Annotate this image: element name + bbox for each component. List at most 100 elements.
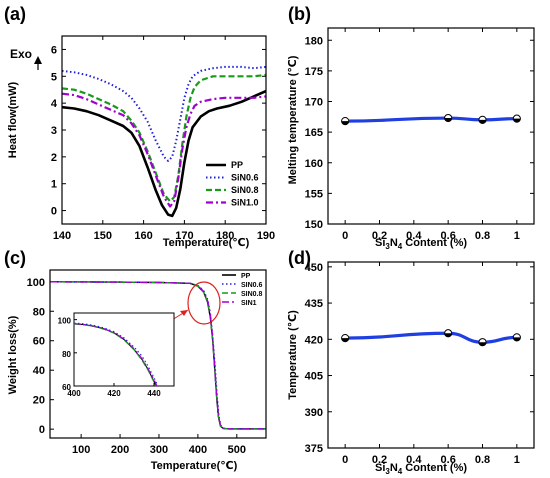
panel-a-frame [61, 35, 267, 225]
panel-d-xtick-label: 0 [342, 454, 348, 466]
panel-a-xtick-label: 150 [94, 230, 112, 242]
panel-a-ytick-label: 1 [51, 179, 57, 191]
panel-c-xtick-label: 200 [111, 444, 129, 456]
panel-c-inset: 400 420 440 60 80 100 [58, 312, 175, 398]
panel-a-xtick-label: 140 [53, 230, 71, 242]
panel-c-inset-series-1 [74, 322, 159, 386]
panel-c-inset-ytick-label: 60 [62, 383, 71, 392]
panel-b-lines [341, 113, 521, 126]
panel-b-xtick-label: 0.4 [406, 230, 422, 242]
panel-d-point-fill [341, 338, 349, 342]
panel-b-point-fill [478, 119, 487, 124]
panel-c-legend-label: SIN0.6 [241, 282, 263, 289]
panel-d-series-line [345, 331, 517, 344]
panel-c-xlabel: Temperature(℃) [151, 460, 238, 472]
panel-c-inset-ytick-label: 100 [58, 317, 72, 326]
panel-d-xtick-label: 0.2 [372, 454, 387, 466]
panel-a-xtick-label: 180 [216, 230, 234, 242]
panel-b-xtick-label: 1 [514, 230, 520, 242]
panel-d-ytick-label: 375 [305, 443, 323, 455]
panel-d-label: (d) [288, 248, 311, 268]
panel-b-ytick-label: 175 [305, 66, 323, 78]
panel-c-ytick-label: 100 [27, 277, 45, 289]
panel-d-point-fill [478, 342, 487, 346]
panel-b-point-fill [444, 118, 452, 122]
panel-c-ytick-label: 80 [33, 306, 45, 318]
panel-c-zoom-arrowhead [180, 310, 188, 316]
panel-c-ylabel: Weight loss(%) [7, 315, 19, 394]
panel-b-ytick-label: 155 [305, 188, 323, 200]
panel-c-inset-xtick-label: 400 [67, 389, 81, 398]
panel-c-ytick-label: 60 [33, 336, 45, 348]
panel-b-ytick-label: 170 [305, 97, 323, 109]
panel-d-point-fill [444, 333, 452, 337]
panel-c-xtick-label: 400 [189, 444, 207, 456]
panel-a-ytick-label: 3 [51, 125, 57, 137]
panel-a-exo-arrowhead [34, 56, 42, 64]
panel-d-xtick-label: 0.8 [475, 454, 490, 466]
panel-a-xtick-label: 160 [134, 230, 152, 242]
panel-b: (b) Si3N4 Content (%) Melting temperatur… [287, 4, 535, 251]
panel-d: (d) Si3N4 Content (%) Temperature (℃) 0 0… [287, 248, 535, 476]
panel-c-lines [50, 281, 266, 430]
panel-a-xtick-label: 190 [257, 230, 275, 242]
panel-b-ytick-label: 150 [305, 219, 323, 231]
panel-b-xtick-label: 0.6 [441, 230, 456, 242]
panel-d-ytick-label: 435 [305, 298, 323, 310]
panel-b-ytick-label: 160 [305, 158, 323, 170]
panel-a-series-1 [62, 65, 266, 162]
panel-a-ylabel: Heat flow(mW) [7, 81, 19, 158]
panel-a-legend-label: SiN0.6 [231, 173, 259, 183]
panel-c-inset-xtick-label: 440 [147, 389, 161, 398]
panel-c-legend-label: PP [241, 273, 251, 280]
panel-c-inset-series-2 [74, 323, 157, 386]
panel-a-ytick-label: 6 [51, 44, 57, 56]
panel-c-series-2 [50, 281, 266, 430]
panel-c-label: (c) [4, 248, 26, 268]
panel-b-ytick-label: 180 [305, 35, 323, 47]
panel-a-ytick-label: 5 [51, 71, 57, 83]
panel-b-point-fill [513, 118, 521, 123]
panel-d-xtick-label: 0.6 [441, 454, 456, 466]
panel-b-ylabel: Melting temperature (℃) [287, 55, 299, 184]
panel-d-point-fill [513, 337, 521, 341]
panel-c-inset-ytick-label: 80 [62, 350, 71, 359]
panel-b-frame [327, 27, 535, 225]
panel-d-ticks: 0 0.2 0.4 0.6 0.8 1 375 390 405 420 435 450 [305, 262, 534, 466]
panel-a-ytick-label: 2 [51, 152, 57, 164]
panel-a-legend-label: SiN1.0 [231, 198, 259, 208]
panel-c-ytick-label: 0 [39, 424, 45, 436]
panel-c-ytick-label: 20 [33, 395, 45, 407]
panel-d-frame [327, 261, 535, 449]
panel-d-ytick-label: 420 [305, 334, 323, 346]
panel-a-label: (a) [4, 4, 26, 24]
panel-a-series-0 [62, 89, 266, 218]
panel-d-xtick-label: 0.4 [406, 454, 422, 466]
panel-d-xtick-label: 1 [514, 454, 520, 466]
panel-b-xtick-label: 0.8 [475, 230, 490, 242]
panel-c-xtick-label: 500 [228, 444, 246, 456]
panel-d-xlabel: Si3N4 Content (%) [375, 462, 467, 476]
panel-c-xtick-label: 300 [150, 444, 168, 456]
panel-b-xtick-label: 0 [342, 230, 348, 242]
panel-a-legend: PP SiN0.6 SiN0.8 SiN1.0 [206, 160, 259, 208]
panel-d-lines [341, 329, 521, 347]
panel-b-xtick-label: 0.2 [372, 230, 387, 242]
panel-a-exo-annotation: Exo [10, 47, 32, 61]
panel-a-lines [62, 65, 266, 218]
panel-a-xlabel: Temperature(℃) [163, 237, 250, 249]
panel-b-series-line [345, 116, 517, 123]
panel-b-label: (b) [288, 4, 311, 24]
panel-a-legend-label: SiN0.8 [231, 185, 259, 195]
panel-c-legend-label: SIN0.8 [241, 291, 263, 298]
panel-d-ytick-label: 450 [305, 262, 323, 274]
panel-b-ytick-label: 165 [305, 127, 323, 139]
panel-a-xtick-label: 170 [175, 230, 193, 242]
panel-d-ylabel: Temperature (℃) [287, 310, 299, 400]
panel-c-xtick-label: 100 [72, 444, 90, 456]
panel-c-ticks: 100 200 300 400 500 0 20 40 60 80 100 [27, 277, 246, 456]
panel-c-inset-frame [73, 312, 175, 387]
panel-c-series-3 [50, 281, 266, 430]
panel-c-frame [49, 269, 267, 439]
